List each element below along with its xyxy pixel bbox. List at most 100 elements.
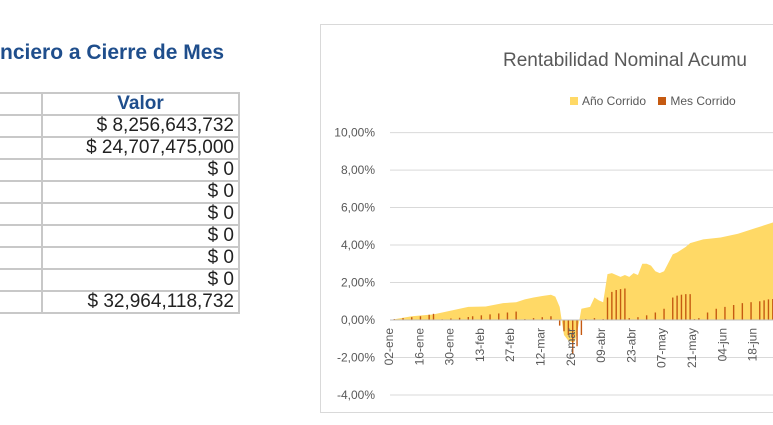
bar-mes-corrido	[611, 291, 613, 320]
x-tick-label: 07-may	[655, 328, 669, 368]
value-cell: $ 0	[41, 158, 240, 182]
table-row: $ 0	[0, 224, 240, 248]
bar-mes-corrido	[680, 294, 683, 320]
bar-mes-corrido	[654, 312, 657, 320]
bar-mes-corrido	[432, 313, 435, 320]
bar-mes-corrido	[763, 300, 765, 320]
bar-mes-corrido	[767, 299, 770, 320]
x-tick-label: 26-mar	[564, 328, 578, 366]
bar-mes-corrido	[580, 320, 583, 335]
bar-mes-corrido	[458, 317, 461, 320]
bar-mes-corrido	[576, 320, 578, 347]
financial-table: Valor $ 8,256,643,732 $ 24,707,475,000 $…	[0, 92, 240, 314]
legend-label-mes-corrido: Mes Corrido	[670, 94, 736, 108]
y-tick-label: 2,00%	[341, 276, 375, 290]
bar-mes-corrido	[411, 317, 413, 320]
y-tick-label: 0,00%	[341, 313, 375, 327]
x-tick-label: 09-abr	[594, 328, 608, 363]
x-tick-label: 04-jun	[715, 328, 729, 361]
bar-mes-corrido	[550, 316, 552, 320]
value-cell: $ 0	[41, 246, 240, 270]
legend-item-ano-corrido: Año Corrido	[570, 94, 646, 108]
bar-mes-corrido	[685, 294, 687, 320]
bar-mes-corrido	[467, 317, 469, 320]
bar-mes-corrido	[750, 302, 752, 320]
bar-mes-corrido	[732, 305, 735, 320]
bar-mes-corrido	[663, 308, 665, 320]
value-cell: $ 0	[41, 268, 240, 292]
chart-legend: Año Corrido Mes Corrido	[570, 94, 745, 108]
chart-title: Rentabilidad Nominal Acumu	[503, 50, 747, 71]
row-label-cell	[0, 158, 43, 182]
bar-mes-corrido	[615, 290, 617, 320]
bar-mes-corrido	[428, 314, 430, 320]
table-row: $ 0	[0, 180, 240, 204]
bar-mes-corrido	[619, 289, 622, 320]
row-label-cell	[0, 224, 43, 248]
table-header-row: Valor	[0, 92, 240, 116]
y-tick-label: -4,00%	[337, 388, 375, 402]
value-cell: $ 32,964,118,732	[41, 290, 240, 314]
row-label-cell	[0, 114, 43, 138]
bar-mes-corrido	[715, 308, 717, 320]
x-tick-label: 13-feb	[473, 328, 487, 362]
bar-mes-corrido	[689, 294, 691, 320]
label-column-header	[0, 92, 43, 116]
legend-swatch-ano-corrido	[570, 97, 578, 105]
bar-mes-corrido	[645, 315, 648, 320]
bar-mes-corrido	[563, 320, 565, 332]
bar-mes-corrido	[624, 288, 626, 320]
legend-swatch-mes-corrido	[658, 97, 667, 105]
report-title: nciero a Cierre de Mes	[0, 41, 225, 64]
bar-mes-corrido	[419, 316, 422, 320]
bar-mes-corrido	[541, 317, 543, 320]
table-row: $ 8,256,643,732	[0, 114, 240, 138]
table-row: $ 0	[0, 246, 240, 270]
x-tick-label: 16-ene	[412, 328, 426, 366]
value-column-header: Valor	[41, 92, 240, 116]
bar-mes-corrido	[606, 297, 609, 320]
bar-mes-corrido	[567, 320, 570, 335]
bar-mes-corrido	[628, 318, 630, 320]
bar-mes-corrido	[706, 312, 709, 320]
value-cell: $ 24,707,475,000	[41, 136, 240, 160]
bar-mes-corrido	[741, 303, 744, 320]
value-cell: $ 8,256,643,732	[41, 114, 240, 138]
x-tick-label: 21-may	[685, 328, 699, 368]
bar-mes-corrido	[480, 315, 483, 320]
bar-mes-corrido	[471, 316, 474, 320]
x-tick-label: 30-ene	[443, 328, 457, 366]
x-tick-label: 18-jun	[746, 328, 760, 361]
table-row: $ 0	[0, 268, 240, 292]
row-label-cell	[0, 202, 43, 226]
legend-label-ano-corrido: Año Corrido	[582, 94, 647, 108]
bar-mes-corrido	[558, 320, 561, 326]
bar-mes-corrido	[724, 306, 726, 320]
row-label-cell	[0, 290, 43, 314]
row-label-cell	[0, 180, 43, 204]
x-tick-label: 27-feb	[503, 328, 517, 362]
bar-mes-corrido	[676, 295, 678, 320]
value-cell: $ 0	[41, 180, 240, 204]
bar-mes-corrido	[698, 318, 700, 320]
x-tick-label: 12-mar	[534, 328, 548, 366]
y-tick-label: 10,00%	[334, 126, 375, 140]
bar-mes-corrido	[593, 318, 596, 320]
y-tick-label: 4,00%	[341, 238, 375, 252]
bar-mes-corrido	[672, 297, 674, 320]
table-row: $ 0	[0, 158, 240, 182]
bar-mes-corrido	[506, 312, 509, 320]
value-cell: $ 0	[41, 224, 240, 248]
y-tick-label: 8,00%	[341, 163, 375, 177]
table-row: $ 24,707,475,000	[0, 136, 240, 160]
bar-mes-corrido	[450, 318, 452, 320]
bar-mes-corrido	[498, 313, 500, 320]
bar-mes-corrido	[402, 318, 404, 320]
row-label-cell	[0, 136, 43, 160]
bar-mes-corrido	[637, 317, 639, 320]
row-label-cell	[0, 246, 43, 270]
bar-mes-corrido	[532, 318, 535, 320]
legend-item-mes-corrido: Mes Corrido	[658, 94, 736, 108]
chart-panel: Rentabilidad Nominal Acumu Año Corrido M…	[320, 24, 773, 413]
table-row: $ 0	[0, 202, 240, 226]
